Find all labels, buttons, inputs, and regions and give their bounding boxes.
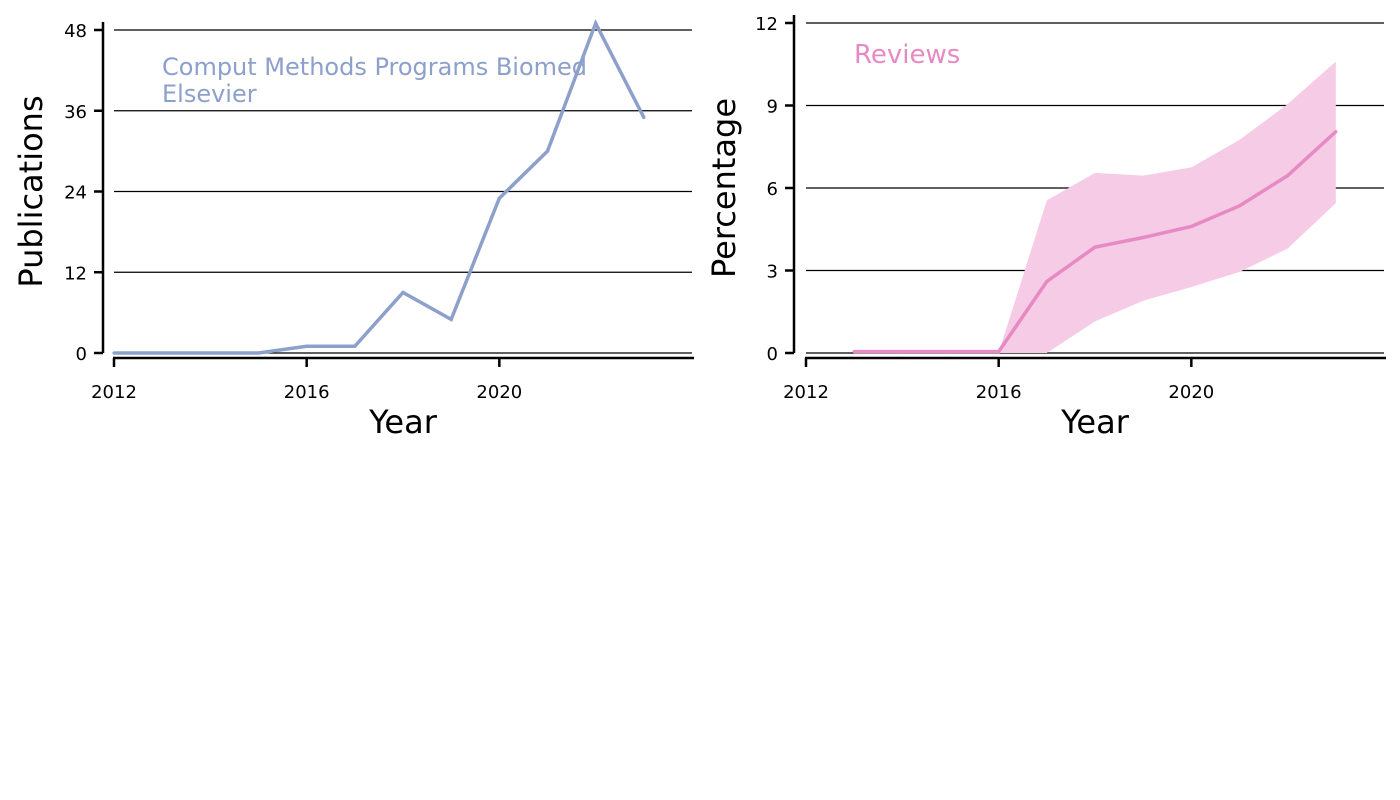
y-tick-label: 0 xyxy=(767,344,778,365)
data-point xyxy=(256,351,261,355)
data-point xyxy=(1286,174,1290,178)
y-axis-title: Publications xyxy=(12,95,50,287)
y-tick-label: 9 xyxy=(767,97,778,118)
data-point xyxy=(1045,279,1049,284)
x-tick-label: 2012 xyxy=(783,382,829,403)
y-tick-label: 12 xyxy=(64,263,87,284)
data-point xyxy=(1237,204,1242,208)
x-tick-label: 2020 xyxy=(1168,382,1214,403)
x-tick-label: 2016 xyxy=(976,382,1022,403)
confidence-band xyxy=(854,61,1336,353)
panel-1: 0 12 24 36 48 2012 2016 2020 Year Publications Com… xyxy=(12,18,694,441)
data-point xyxy=(1334,130,1338,134)
y-tick-label: 24 xyxy=(64,183,87,204)
y-tick-label: 12 xyxy=(755,14,778,35)
panel-2: 0 3 6 9 12 2012 2016 2020 Year Percentage Reviews xyxy=(705,14,1386,441)
data-point xyxy=(353,344,357,348)
data-point xyxy=(305,344,309,348)
data-point xyxy=(948,350,953,354)
data-point xyxy=(642,115,646,120)
x-tick-label: 2020 xyxy=(476,382,522,403)
data-point xyxy=(997,350,1001,354)
data-point xyxy=(208,351,212,355)
plot-annotation: Reviews xyxy=(854,40,960,70)
data-point xyxy=(497,196,501,200)
data-point xyxy=(449,317,453,321)
x-axis-title: Year xyxy=(1060,403,1130,441)
data-point xyxy=(1141,235,1145,240)
data-point xyxy=(852,350,856,354)
data-point xyxy=(401,290,405,295)
y-tick-label: 3 xyxy=(767,262,778,283)
x-axis-title: Year xyxy=(368,403,438,441)
y-axis-title: Percentage xyxy=(705,98,743,278)
data-point xyxy=(112,351,116,355)
y-tick-label: 6 xyxy=(767,179,778,200)
x-tick-label: 2012 xyxy=(91,382,137,403)
y-tick-label: 36 xyxy=(64,102,87,123)
y-tick-label: 48 xyxy=(64,21,87,42)
plot-annotation: Comput Methods Programs Biomed xyxy=(162,53,587,81)
data-point xyxy=(594,21,598,25)
series-line xyxy=(114,18,646,355)
plot-annotation: Elsevier xyxy=(162,80,257,108)
data-point xyxy=(545,149,550,153)
data-point xyxy=(1189,224,1193,229)
data-point xyxy=(900,350,904,354)
data-point xyxy=(160,351,164,355)
y-tick-label: 0 xyxy=(76,344,87,365)
x-tick-label: 2016 xyxy=(284,382,330,403)
data-point xyxy=(1093,245,1097,249)
